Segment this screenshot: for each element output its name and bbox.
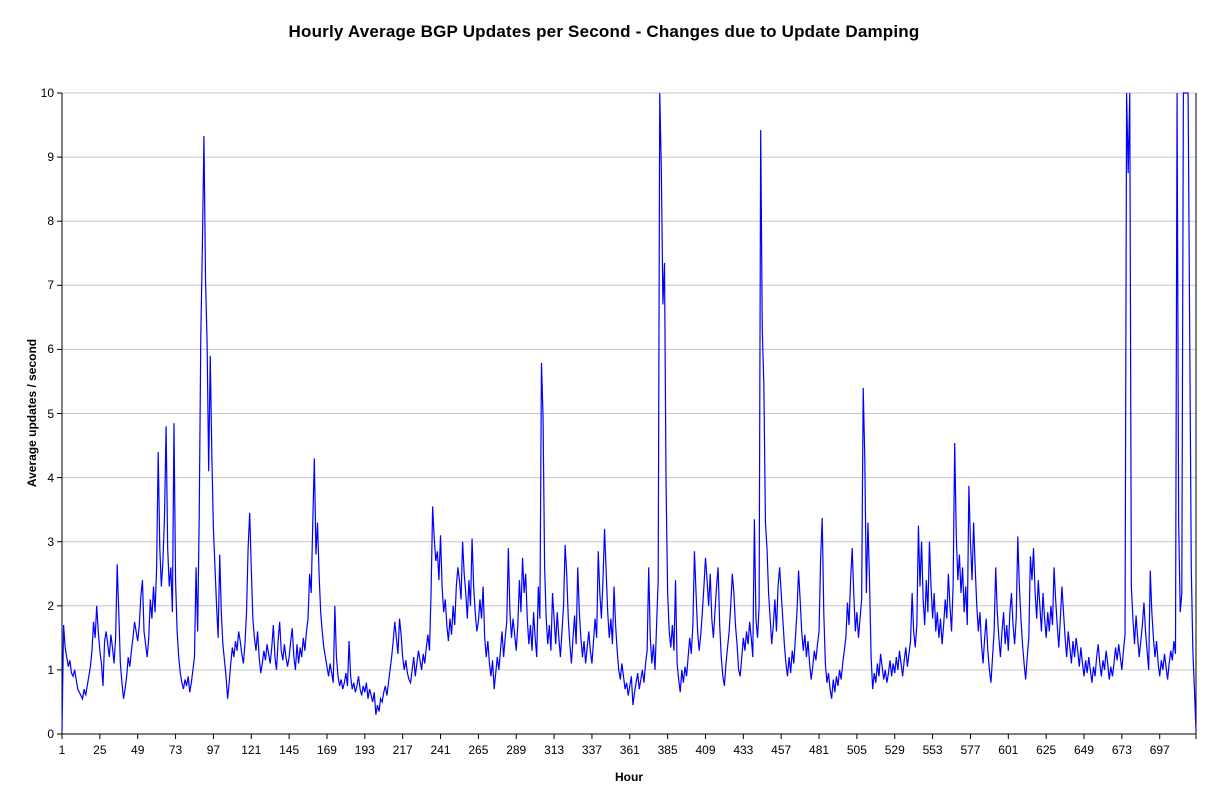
x-tick-label: 505 [846, 743, 867, 757]
x-tick-label: 313 [544, 743, 565, 757]
y-tick-label: 1 [47, 662, 54, 677]
x-tick-label: 385 [657, 743, 678, 757]
x-tick-label: 649 [1074, 743, 1095, 757]
x-tick-label: 529 [884, 743, 905, 757]
x-tick-label: 121 [241, 743, 262, 757]
x-tick-label: 553 [922, 743, 943, 757]
y-tick-label: 0 [47, 727, 54, 741]
x-tick-label: 1 [58, 743, 66, 757]
x-tick-label: 49 [131, 743, 145, 757]
y-tick-label: 2 [47, 598, 54, 613]
x-axis-title: Hour [615, 770, 643, 784]
x-tick-label: 625 [1036, 743, 1057, 757]
x-tick-label: 361 [619, 743, 640, 757]
y-tick-label: 4 [47, 470, 54, 485]
y-tick-label: 9 [47, 150, 54, 165]
data-line [61, 92, 1197, 731]
x-tick-label: 457 [771, 743, 792, 757]
y-tick-label: 8 [47, 214, 54, 229]
x-tick-label: 169 [316, 743, 337, 757]
x-tick-label: 217 [392, 743, 413, 757]
y-tick-label: 7 [47, 278, 54, 293]
x-tick-label: 673 [1111, 743, 1132, 757]
x-tick-label: 697 [1149, 743, 1170, 757]
y-tick-label: 6 [47, 342, 54, 357]
x-tick-label: 193 [354, 743, 375, 757]
x-tick-label: 25 [93, 743, 107, 757]
x-tick-label: 97 [206, 743, 221, 757]
x-tick-label: 265 [468, 743, 489, 757]
x-tick-label: 433 [733, 743, 754, 757]
y-tick-label: 3 [47, 534, 54, 549]
x-tick-label: 409 [695, 743, 716, 757]
x-tick-label: 481 [809, 743, 830, 757]
x-tick-label: 289 [506, 743, 527, 757]
x-tick-label: 337 [581, 743, 602, 757]
x-tick-label: 73 [168, 743, 183, 757]
x-tick-label: 241 [430, 743, 451, 757]
y-tick-label: 5 [47, 406, 54, 421]
y-tick-label: 10 [40, 86, 54, 100]
chart-title: Hourly Average BGP Updates per Second - … [288, 22, 920, 41]
x-tick-label: 601 [998, 743, 1019, 757]
x-tick-label: 145 [279, 743, 300, 757]
x-tick-label: 577 [960, 743, 981, 757]
